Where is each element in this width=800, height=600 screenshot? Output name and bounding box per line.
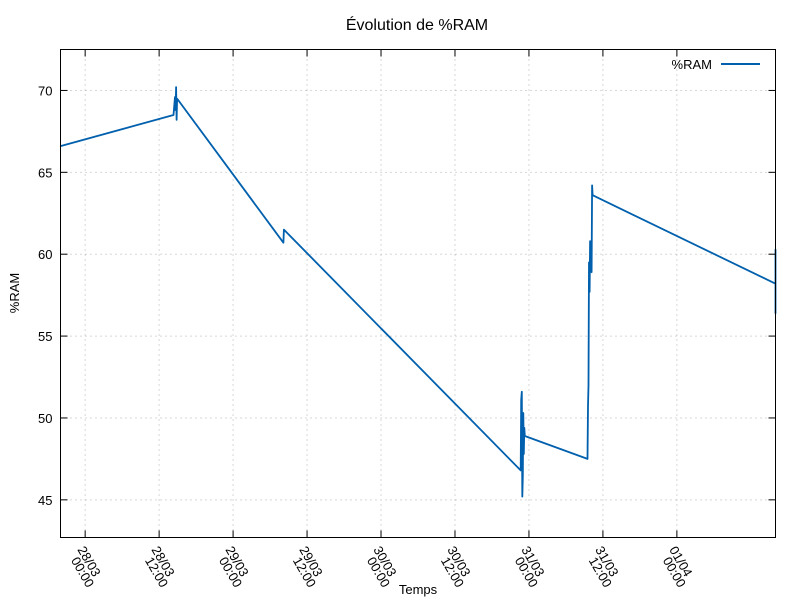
- legend-label: %RAM: [672, 57, 712, 72]
- y-tick-label: 55: [38, 329, 52, 344]
- series-group: [60, 86, 777, 498]
- y-tick-label: 50: [38, 411, 52, 426]
- legend: %RAM: [672, 57, 760, 72]
- y-tick-label: 65: [38, 165, 52, 180]
- plot-frame: [60, 49, 776, 538]
- y-tick-label: 60: [38, 247, 52, 262]
- chart-title: Évolution de %RAM: [346, 15, 488, 34]
- series-line-ram: [60, 86, 777, 498]
- grid-lines: [60, 49, 776, 538]
- x-axis-label: Temps: [399, 582, 438, 597]
- x-tick-label: 31/0300:00: [509, 544, 551, 590]
- y-tick-label: 70: [38, 83, 52, 98]
- y-tick-label: 45: [38, 493, 52, 508]
- y-axis-label: %RAM: [7, 273, 22, 313]
